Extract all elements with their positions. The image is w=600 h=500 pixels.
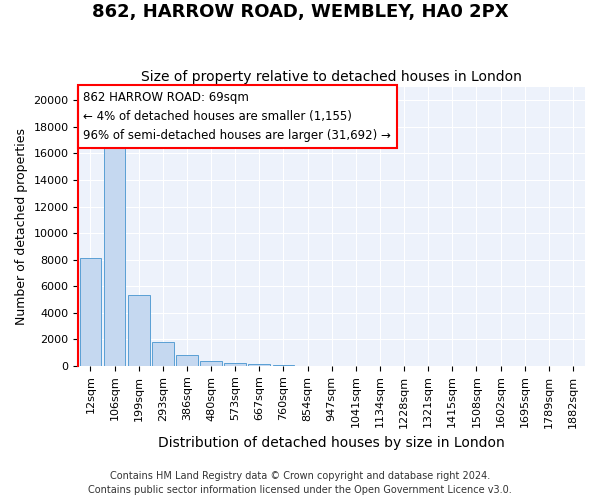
Bar	[272, 365, 295, 366]
Text: 862 HARROW ROAD: 69sqm
← 4% of detached houses are smaller (1,155)
96% of semi-d: 862 HARROW ROAD: 69sqm ← 4% of detached …	[83, 91, 391, 142]
Bar	[80, 258, 101, 366]
Text: Contains HM Land Registry data © Crown copyright and database right 2024.
Contai: Contains HM Land Registry data © Crown c…	[88, 471, 512, 495]
Bar	[248, 364, 270, 366]
Bar	[200, 361, 222, 366]
Text: 862, HARROW ROAD, WEMBLEY, HA0 2PX: 862, HARROW ROAD, WEMBLEY, HA0 2PX	[92, 2, 508, 21]
Bar	[152, 342, 173, 366]
Bar	[128, 296, 149, 366]
Bar	[104, 147, 125, 366]
Y-axis label: Number of detached properties: Number of detached properties	[15, 128, 28, 325]
Title: Size of property relative to detached houses in London: Size of property relative to detached ho…	[141, 70, 522, 85]
X-axis label: Distribution of detached houses by size in London: Distribution of detached houses by size …	[158, 436, 505, 450]
Bar	[176, 355, 198, 366]
Bar	[224, 363, 246, 366]
